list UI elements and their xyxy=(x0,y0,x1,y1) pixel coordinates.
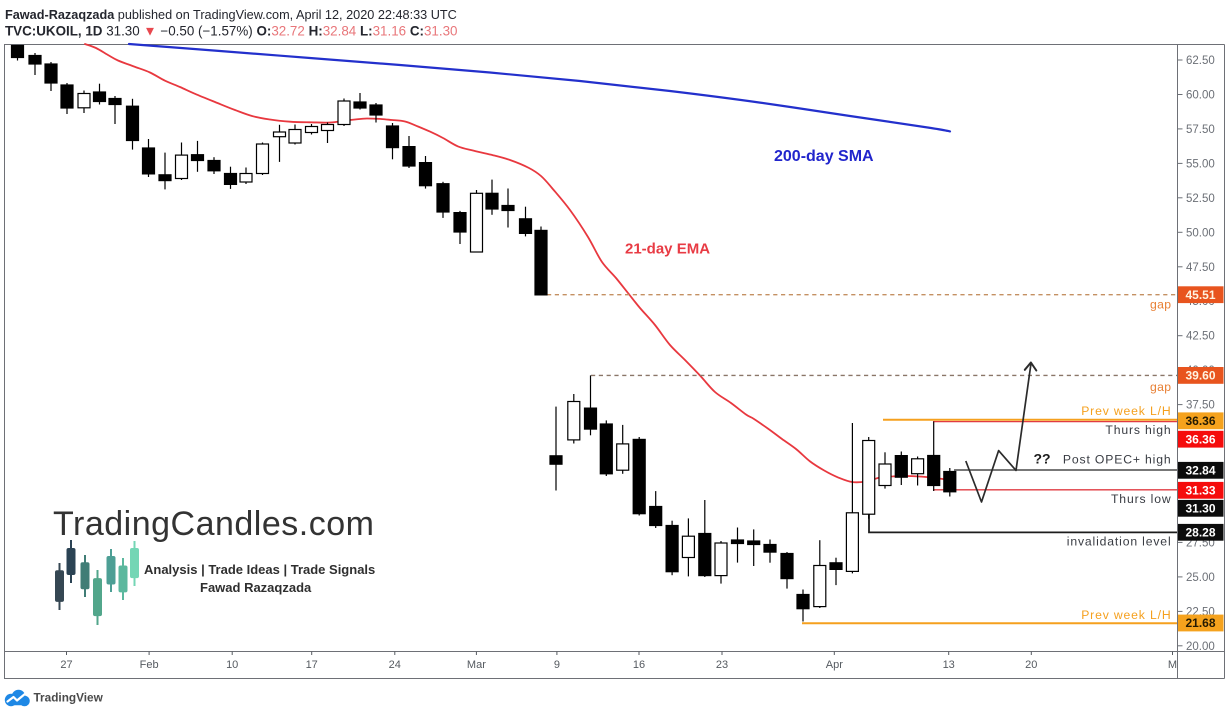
svg-text:42.50: 42.50 xyxy=(1186,331,1215,343)
svg-text:52.50: 52.50 xyxy=(1186,193,1215,205)
svg-text:36.36: 36.36 xyxy=(1185,432,1215,446)
svg-text:10: 10 xyxy=(226,659,238,671)
svg-text:32.84: 32.84 xyxy=(1185,464,1215,478)
svg-text:gap: gap xyxy=(1150,297,1172,311)
svg-text:39.60: 39.60 xyxy=(1185,369,1215,383)
svg-text:16: 16 xyxy=(633,659,645,671)
svg-text:20: 20 xyxy=(1025,659,1037,671)
svg-text:13: 13 xyxy=(943,659,955,671)
svg-text:50.00: 50.00 xyxy=(1186,227,1215,239)
svg-text:45.51: 45.51 xyxy=(1185,288,1215,302)
svg-text:37.50: 37.50 xyxy=(1186,400,1215,412)
svg-text:Thurs high: Thurs high xyxy=(1105,423,1171,437)
svg-text:47.50: 47.50 xyxy=(1186,262,1215,274)
svg-text:27: 27 xyxy=(60,659,72,671)
svg-text:Prev week L/H: Prev week L/H xyxy=(1081,608,1171,622)
svg-text:Feb: Feb xyxy=(140,659,159,671)
svg-text:21.68: 21.68 xyxy=(1185,616,1215,630)
svg-text:20.00: 20.00 xyxy=(1186,641,1215,653)
svg-text:TradingView: TradingView xyxy=(34,691,104,705)
svg-text:36.36: 36.36 xyxy=(1185,414,1215,428)
svg-text:60.00: 60.00 xyxy=(1186,90,1215,102)
svg-text:200-day SMA: 200-day SMA xyxy=(774,148,874,165)
svg-text:??: ?? xyxy=(1033,451,1050,467)
svg-text:Thurs low: Thurs low xyxy=(1111,492,1171,506)
svg-text:17: 17 xyxy=(306,659,318,671)
svg-text:31.30: 31.30 xyxy=(1185,502,1215,516)
svg-text:TVC:UKOIL, 1D 31.30 ▼ −0.50 (: TVC:UKOIL, 1D 31.30 ▼ −0.50 (−1.57%) O:3… xyxy=(5,24,458,39)
svg-text:Analysis | Trade Ideas | Trade: Analysis | Trade Ideas | Trade Signals xyxy=(144,562,375,577)
svg-text:Fawad Razaqzada: Fawad Razaqzada xyxy=(200,580,312,595)
svg-text:Mar: Mar xyxy=(467,659,486,671)
svg-text:28.28: 28.28 xyxy=(1185,526,1215,540)
svg-text:Post OPEC+ high: Post OPEC+ high xyxy=(1063,453,1172,467)
svg-text:24: 24 xyxy=(389,659,401,671)
svg-text:23: 23 xyxy=(716,659,728,671)
svg-text:M: M xyxy=(1168,659,1177,671)
svg-text:55.00: 55.00 xyxy=(1186,158,1215,170)
svg-text:57.50: 57.50 xyxy=(1186,124,1215,136)
svg-text:9: 9 xyxy=(554,659,560,671)
svg-text:invalidation level: invalidation level xyxy=(1067,535,1172,549)
svg-text:TradingCandles.com: TradingCandles.com xyxy=(53,505,374,543)
svg-text:gap: gap xyxy=(1150,380,1172,394)
svg-text:Prev week L/H: Prev week L/H xyxy=(1081,404,1171,418)
svg-text:25.00: 25.00 xyxy=(1186,572,1215,584)
svg-text:62.50: 62.50 xyxy=(1186,55,1215,67)
svg-text:21-day EMA: 21-day EMA xyxy=(625,241,710,258)
svg-text:Fawad-Razaqzada published on T: Fawad-Razaqzada published on TradingView… xyxy=(5,8,457,22)
svg-text:Apr: Apr xyxy=(826,659,843,671)
svg-text:31.33: 31.33 xyxy=(1185,484,1215,498)
